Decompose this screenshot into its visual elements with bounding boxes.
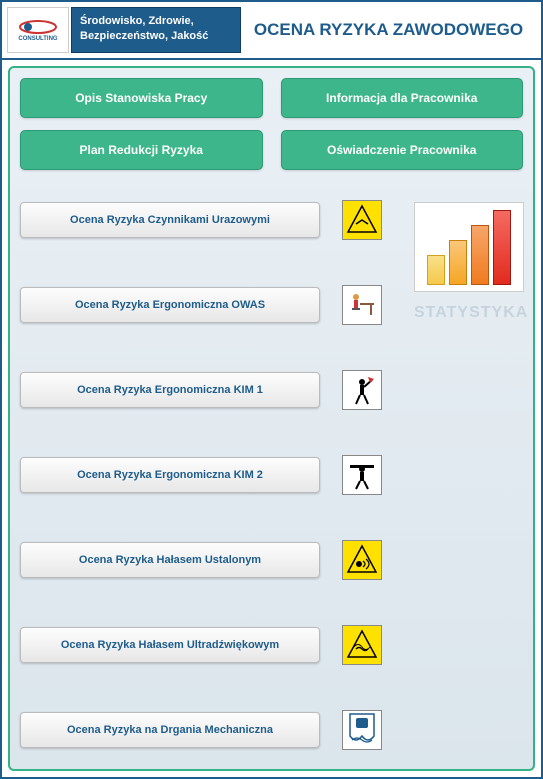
logo-text: CONSULTING	[18, 36, 57, 42]
header: CONSULTING Środowisko, Zdrowie, Bezpiecz…	[2, 2, 541, 60]
warn-hand-icon	[342, 200, 382, 240]
person-flag-icon	[342, 370, 382, 410]
tagline-line1: Środowisko, Zdrowie,	[80, 14, 232, 29]
desk-icon	[342, 285, 382, 325]
btn-informacja-pracownika[interactable]: Informacja dla Pracownika	[281, 78, 524, 118]
main-panel: Opis Stanowiska Pracy Informacja dla Pra…	[8, 66, 535, 771]
btn-ocena-urazowymi[interactable]: Ocena Ryzyka Czynnikami Urazowymi	[20, 202, 320, 238]
item-row: Ocena Ryzyka Hałasem Ustalonym	[20, 540, 523, 580]
bar	[427, 255, 445, 285]
bar	[493, 210, 511, 285]
top-button-grid: Opis Stanowiska Pracy Informacja dla Pra…	[20, 78, 523, 170]
btn-ocena-kim1[interactable]: Ocena Ryzyka Ergonomiczna KIM 1	[20, 372, 320, 408]
btn-ocena-halas-ustalony[interactable]: Ocena Ryzyka Hałasem Ustalonym	[20, 542, 320, 578]
logo-swoosh-icon	[18, 18, 58, 36]
bar	[449, 240, 467, 285]
bar	[471, 225, 489, 285]
btn-plan-redukcji[interactable]: Plan Redukcji Ryzyka	[20, 130, 263, 170]
page-title: OCENA RYZYKA ZAWODOWEGO	[241, 7, 536, 53]
stats-chart[interactable]	[414, 202, 524, 292]
tagline: Środowisko, Zdrowie, Bezpieczeństwo, Jak…	[71, 7, 241, 53]
btn-ocena-owas[interactable]: Ocena Ryzyka Ergonomiczna OWAS	[20, 287, 320, 323]
btn-ocena-kim2[interactable]: Ocena Ryzyka Ergonomiczna KIM 2	[20, 457, 320, 493]
item-row: Ocena Ryzyka na Drgania Mechaniczna	[20, 710, 523, 750]
person-carry-icon	[342, 455, 382, 495]
logo: CONSULTING	[7, 7, 69, 53]
warn-noise-icon	[342, 540, 382, 580]
stats-panel: STATYSTYKA	[414, 202, 524, 322]
btn-opis-stanowiska[interactable]: Opis Stanowiska Pracy	[20, 78, 263, 118]
btn-oswiadczenie[interactable]: Oświadczenie Pracownika	[281, 130, 524, 170]
warn-ultra-icon	[342, 625, 382, 665]
tagline-line2: Bezpieczeństwo, Jakość	[80, 29, 232, 44]
item-row: Ocena Ryzyka Ergonomiczna KIM 2	[20, 455, 523, 495]
item-row: Ocena Ryzyka Ergonomiczna KIM 1	[20, 370, 523, 410]
btn-ocena-drgania[interactable]: Ocena Ryzyka na Drgania Mechaniczna	[20, 712, 320, 748]
stats-label[interactable]: STATYSTYKA	[414, 304, 524, 322]
btn-ocena-halas-ultra[interactable]: Ocena Ryzyka Hałasem Ultradźwiękowym	[20, 627, 320, 663]
vibration-icon	[342, 710, 382, 750]
item-row: Ocena Ryzyka Hałasem Ultradźwiękowym	[20, 625, 523, 665]
app-frame: CONSULTING Środowisko, Zdrowie, Bezpiecz…	[0, 0, 543, 779]
